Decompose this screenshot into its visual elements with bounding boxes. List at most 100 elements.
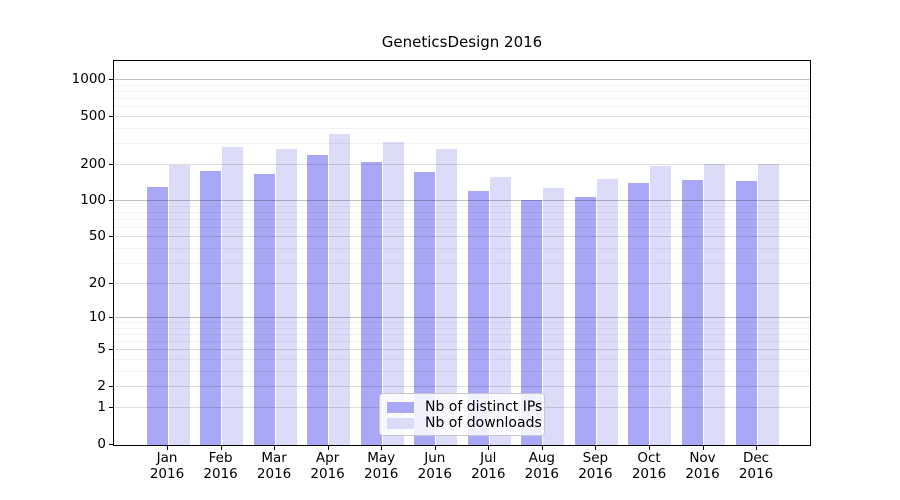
bar-distinct-ips xyxy=(467,191,489,445)
gridlines-layer xyxy=(114,61,810,445)
gridline-minor xyxy=(114,359,810,360)
gridline-minor xyxy=(114,334,810,336)
x-tick-year: 2016 xyxy=(417,466,452,482)
y-tick-mark xyxy=(109,115,114,117)
bars-layer xyxy=(114,61,810,445)
y-tick-label: 500 xyxy=(80,107,106,124)
bar-downloads xyxy=(382,141,404,445)
legend-label-downloads: Nb of downloads xyxy=(425,415,542,431)
bar-downloads xyxy=(275,149,297,445)
gridline-minor xyxy=(114,142,810,144)
legend-entry-distinct-ips: Nb of distinct IPs xyxy=(387,399,542,415)
gridline-minor xyxy=(114,328,810,329)
bar-distinct-ips xyxy=(146,187,168,445)
bar-distinct-ips xyxy=(628,182,650,445)
x-tick-label: Jun 2016 xyxy=(400,450,470,482)
x-tick-label: Jan 2016 xyxy=(132,450,202,482)
bar-distinct-ips xyxy=(253,173,275,445)
x-tick-month: Oct xyxy=(637,450,661,466)
gridline-minor xyxy=(114,205,810,207)
x-tick-month: Feb xyxy=(208,450,233,466)
bar-distinct-ips xyxy=(682,180,703,445)
gridline-minor xyxy=(114,322,810,324)
bar-downloads xyxy=(596,178,618,445)
y-tick-label: 5 xyxy=(97,341,106,358)
gridline-minor xyxy=(114,262,810,264)
y-tick-label: 50 xyxy=(88,228,106,245)
gridline-minor xyxy=(114,226,810,228)
y-tick-mark xyxy=(109,163,114,165)
legend: Nb of distinct IPs Nb of downloads xyxy=(379,393,545,436)
x-tick-year: 2016 xyxy=(631,466,667,482)
bar-distinct-ips xyxy=(200,171,222,445)
y-tick-label: 0 xyxy=(97,436,106,452)
bar-downloads xyxy=(543,187,565,445)
x-tick-year: 2016 xyxy=(524,466,559,482)
x-tick-label: Oct 2016 xyxy=(614,450,684,482)
x-tick-label: Dec 2016 xyxy=(721,450,791,482)
bar-downloads xyxy=(168,164,190,445)
y-tick-label: 2 xyxy=(97,378,106,394)
x-tick-mark xyxy=(595,445,597,450)
x-tick-year: 2016 xyxy=(471,466,506,482)
x-tick-year: 2016 xyxy=(578,466,613,482)
x-tick-year: 2016 xyxy=(256,466,292,482)
gridline-minor xyxy=(114,341,810,343)
gridline-minor xyxy=(114,106,810,108)
x-tick-label: Feb 2016 xyxy=(186,450,256,482)
legend-label-distinct-ips: Nb of distinct IPs xyxy=(425,399,543,415)
x-tick-month: Sep xyxy=(582,450,609,466)
y-tick-mark xyxy=(109,386,114,387)
x-tick-mark xyxy=(274,445,276,450)
gridline-minor xyxy=(114,98,810,99)
x-tick-month: Jun xyxy=(424,450,446,466)
bar-distinct-ips xyxy=(307,155,329,445)
x-tick-mark xyxy=(167,445,168,450)
x-tick-label: Sep 2016 xyxy=(560,450,630,482)
x-tick-mark xyxy=(702,445,704,450)
x-tick-month: Jul xyxy=(480,450,497,466)
gridline-major xyxy=(114,200,810,202)
gridline-major xyxy=(114,163,810,165)
x-tick-mark xyxy=(434,445,436,450)
x-tick-month: Dec xyxy=(742,450,770,466)
x-tick-month: May xyxy=(367,450,396,466)
bar-distinct-ips xyxy=(360,162,382,445)
plot-area xyxy=(113,60,811,446)
y-tick-label: 1 xyxy=(97,399,106,416)
y-tick-label: 20 xyxy=(88,275,106,292)
x-tick-label: Nov 2016 xyxy=(668,450,738,482)
y-tick-mark xyxy=(109,349,114,351)
y-tick-mark xyxy=(109,200,114,202)
x-tick-month: Aug xyxy=(528,450,555,466)
x-tick-label: Apr 2016 xyxy=(293,450,363,482)
bar-downloads xyxy=(757,164,779,445)
x-tick-label: May 2016 xyxy=(346,450,416,482)
bar-downloads xyxy=(704,163,725,445)
bar-downloads xyxy=(329,133,351,445)
x-tick-mark xyxy=(649,445,650,450)
x-tick-year: 2016 xyxy=(685,466,720,482)
x-tick-month: Jan xyxy=(156,450,178,466)
gridline-major xyxy=(114,317,810,319)
legend-swatch-distinct-ips-icon xyxy=(387,401,414,413)
bar-distinct-ips xyxy=(735,181,757,445)
x-tick-mark xyxy=(220,445,222,450)
gridline-major xyxy=(114,386,810,387)
gridline-minor xyxy=(114,127,810,129)
y-tick-mark xyxy=(109,79,114,81)
y-tick-mark xyxy=(109,283,114,285)
x-tick-month: Apr xyxy=(315,450,340,466)
gridline-major xyxy=(114,115,810,117)
legend-entry-downloads: Nb of downloads xyxy=(387,415,542,431)
x-tick-year: 2016 xyxy=(738,466,774,482)
gridline-major xyxy=(114,236,810,238)
gridline-major xyxy=(114,79,810,81)
x-tick-label: Mar 2016 xyxy=(239,450,309,482)
y-tick-label: 10 xyxy=(88,309,106,326)
legend-swatch-downloads-icon xyxy=(387,417,414,429)
x-tick-mark xyxy=(488,445,490,450)
x-tick-mark xyxy=(756,445,757,450)
y-tick-mark xyxy=(109,317,114,319)
